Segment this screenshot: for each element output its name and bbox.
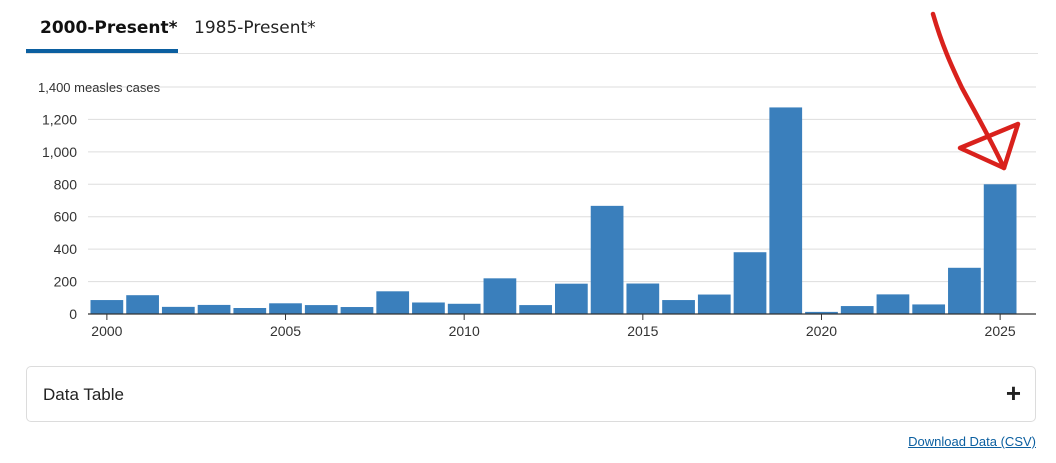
bar-2024 — [948, 267, 981, 314]
y-tick-label: 1,400 measles cases — [38, 80, 161, 95]
bar-2006 — [304, 305, 338, 314]
y-tick-label: 800 — [54, 176, 78, 192]
bar-2010 — [447, 303, 481, 314]
x-tick-label: 2005 — [270, 323, 301, 339]
bar-2009 — [412, 302, 445, 314]
bar-2000 — [90, 300, 124, 314]
bar-2001 — [126, 295, 159, 314]
bar-2017 — [697, 294, 731, 314]
bar-2023 — [912, 304, 946, 314]
tab-1985-present[interactable]: 1985-Present* — [194, 18, 316, 38]
bar-2004 — [233, 308, 267, 314]
bar-2005 — [269, 303, 302, 314]
bar-2007 — [340, 307, 374, 314]
y-tick-label: 1,000 — [42, 144, 77, 160]
data-table-accordion[interactable]: Data Table + — [26, 366, 1036, 422]
tab-2000-present[interactable]: 2000-Present* — [40, 18, 178, 38]
x-tick-label: 2010 — [449, 323, 480, 339]
x-tick-label: 2025 — [985, 323, 1016, 339]
bar-2003 — [197, 304, 231, 314]
measles-cases-bar-chart: 0 200 400 600 800 1,000 1,200 1,400 measles cas… — [38, 80, 1036, 339]
x-tick-label: 2015 — [627, 323, 658, 339]
period-tabs: 2000-Present* 1985-Present* — [26, 0, 1038, 54]
download-csv-link[interactable]: Download Data (CSV) — [908, 434, 1036, 449]
bar-2022 — [876, 294, 910, 314]
y-tick-label: 200 — [54, 274, 78, 290]
x-tick-label: 2020 — [806, 323, 837, 339]
x-tick-label: 2000 — [91, 323, 122, 339]
y-tick-label: 1,200 — [42, 111, 77, 127]
bar-2016 — [662, 300, 695, 314]
bar-2012 — [519, 305, 552, 314]
active-tab-indicator — [26, 49, 178, 53]
bar-2021 — [840, 306, 874, 314]
y-tick-label: 0 — [69, 306, 77, 322]
expand-plus-icon[interactable]: + — [1005, 378, 1021, 408]
bar-2025 — [983, 184, 1017, 314]
data-table-label: Data Table — [43, 385, 124, 404]
bar-2014 — [590, 205, 624, 314]
bar-2019 — [769, 107, 803, 315]
bar-2011 — [483, 278, 517, 314]
y-tick-label: 600 — [54, 209, 78, 225]
bar-2008 — [376, 291, 410, 314]
bar-2018 — [733, 252, 767, 314]
bar-2013 — [555, 283, 588, 314]
y-tick-label: 400 — [54, 241, 78, 257]
bar-2015 — [626, 283, 660, 314]
bar-2020 — [805, 311, 838, 314]
bar-2002 — [161, 306, 195, 314]
